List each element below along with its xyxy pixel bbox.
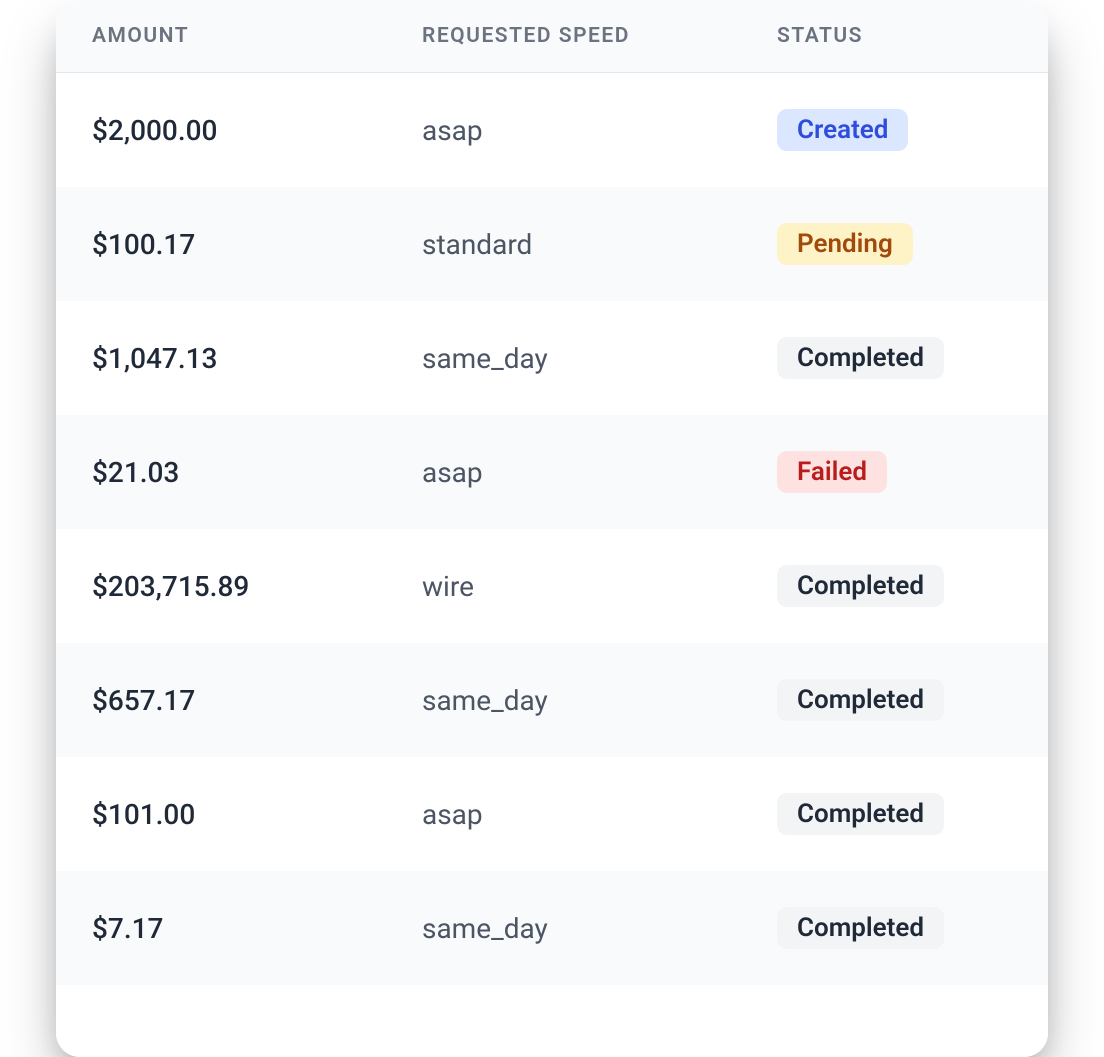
cell-speed: asap xyxy=(422,114,483,147)
table-row[interactable]: $1,047.13 same_day Completed xyxy=(56,301,1048,415)
table-row[interactable]: $657.17 same_day Completed xyxy=(56,643,1048,757)
column-header-speed[interactable]: REQUESTED SPEED xyxy=(422,24,777,48)
cell-speed: same_day xyxy=(422,684,548,717)
cell-amount: $101.00 xyxy=(92,798,195,831)
table-row[interactable]: $101.00 asap Completed xyxy=(56,757,1048,871)
cell-amount: $21.03 xyxy=(92,456,179,489)
table-row[interactable]: $100.17 standard Pending xyxy=(56,187,1048,301)
status-badge: Created xyxy=(777,109,908,151)
table-row[interactable]: $2,000.00 asap Created xyxy=(56,73,1048,187)
status-badge: Completed xyxy=(777,337,944,379)
status-badge: Completed xyxy=(777,679,944,721)
status-badge: Failed xyxy=(777,451,887,493)
table-body: $2,000.00 asap Created $100.17 standard Pendi… xyxy=(56,73,1048,985)
status-badge: Completed xyxy=(777,793,944,835)
table-row[interactable]: $203,715.89 wire Completed xyxy=(56,529,1048,643)
cell-amount: $2,000.00 xyxy=(92,114,217,147)
cell-speed: asap xyxy=(422,798,483,831)
column-header-amount[interactable]: AMOUNT xyxy=(92,24,422,48)
cell-speed: standard xyxy=(422,228,532,261)
table-row[interactable]: $7.17 same_day Completed xyxy=(56,871,1048,985)
status-badge: Pending xyxy=(777,223,913,265)
cell-amount: $100.17 xyxy=(92,228,195,261)
cell-speed: asap xyxy=(422,456,483,489)
cell-amount: $7.17 xyxy=(92,912,163,945)
cell-amount: $657.17 xyxy=(92,684,195,717)
table-row[interactable]: $21.03 asap Failed xyxy=(56,415,1048,529)
cell-speed: same_day xyxy=(422,912,548,945)
cell-speed: wire xyxy=(422,570,474,603)
transfers-table: AMOUNT REQUESTED SPEED STATUS $2,000.00 a… xyxy=(56,0,1048,1057)
cell-amount: $203,715.89 xyxy=(92,570,249,603)
status-badge: Completed xyxy=(777,565,944,607)
status-badge: Completed xyxy=(777,907,944,949)
table-bottom-spacer xyxy=(56,985,1048,1057)
column-header-status[interactable]: STATUS xyxy=(777,24,1012,48)
cell-speed: same_day xyxy=(422,342,548,375)
transfers-card: AMOUNT REQUESTED SPEED STATUS $2,000.00 a… xyxy=(56,0,1048,1057)
table-header-row: AMOUNT REQUESTED SPEED STATUS xyxy=(56,0,1048,73)
cell-amount: $1,047.13 xyxy=(92,342,217,375)
